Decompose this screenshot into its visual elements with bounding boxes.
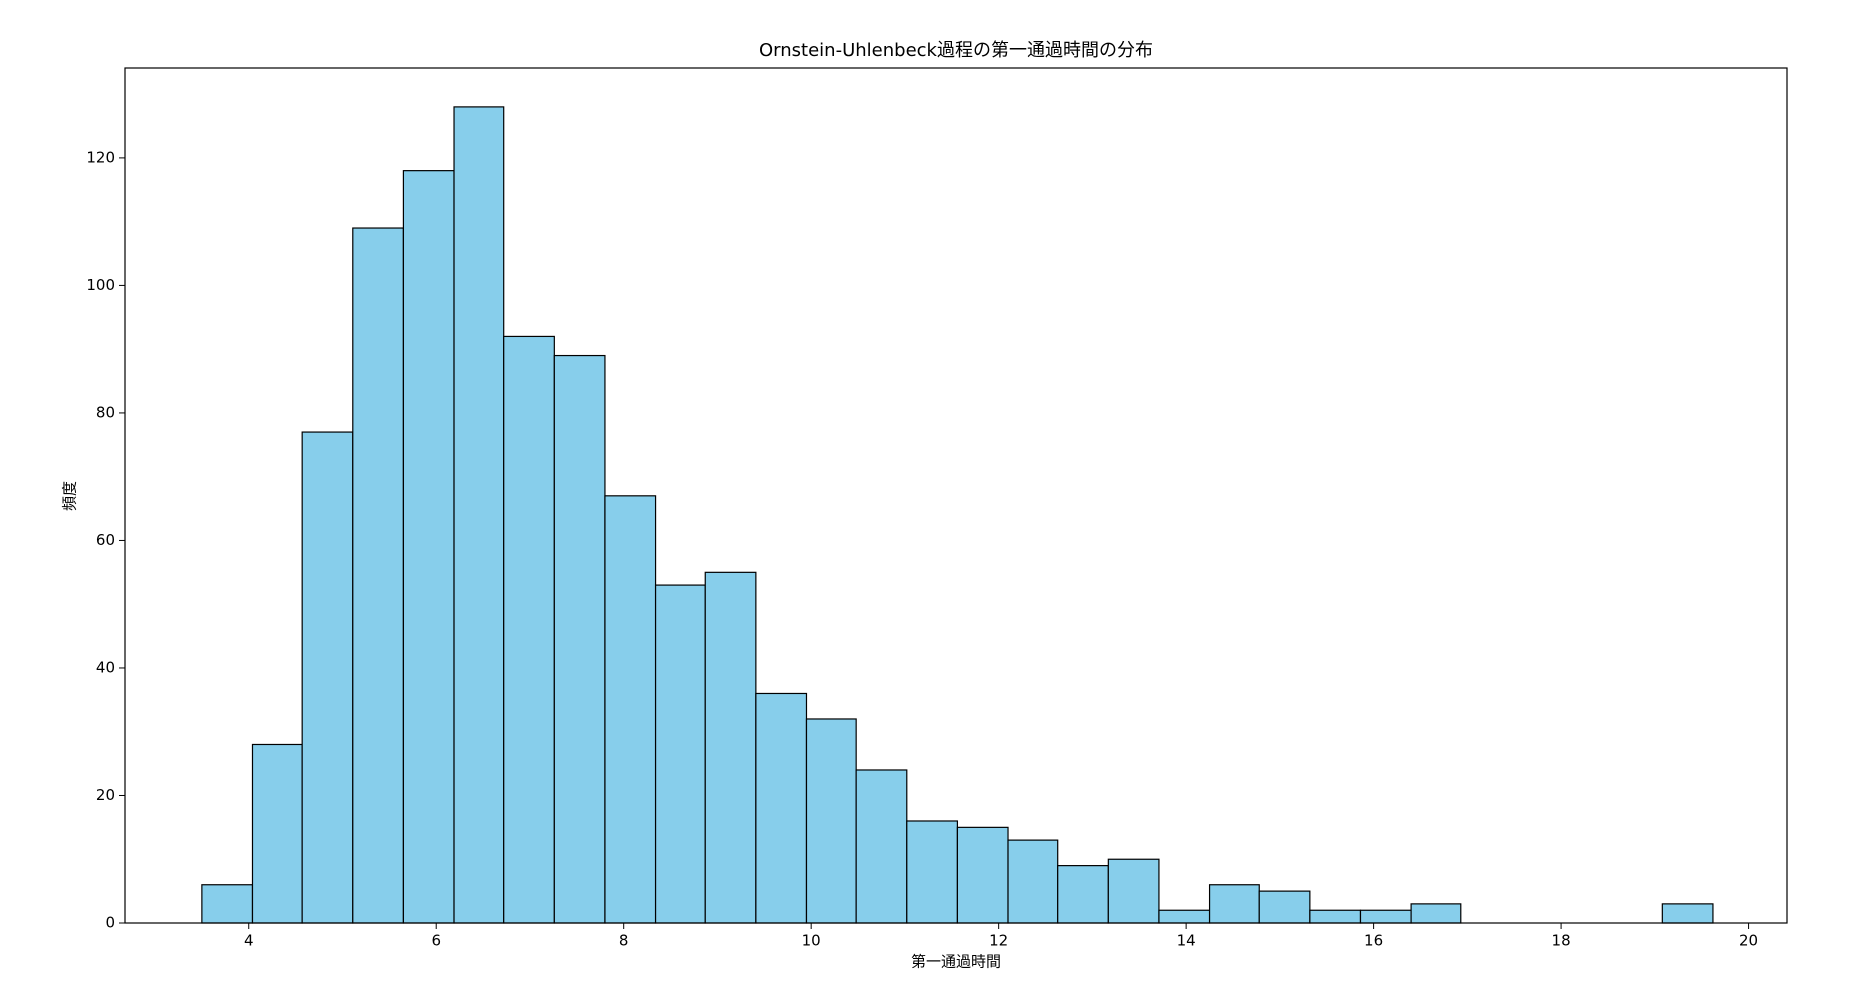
y-tick-label: 20 xyxy=(96,786,115,804)
bar xyxy=(1057,865,1109,924)
bar xyxy=(1208,884,1260,924)
bar xyxy=(402,170,455,924)
y-axis-label: 頻度 xyxy=(61,481,79,511)
x-tick-label: 6 xyxy=(431,932,441,950)
bar xyxy=(604,495,657,924)
bar xyxy=(956,826,1009,924)
bar xyxy=(1309,909,1362,924)
bar xyxy=(1007,839,1059,924)
bar xyxy=(301,431,354,924)
bar xyxy=(1410,903,1462,924)
x-tick-label: 12 xyxy=(989,932,1008,950)
y-tick-label: 100 xyxy=(86,276,115,294)
bar xyxy=(855,769,908,924)
bar xyxy=(1359,909,1412,924)
bar xyxy=(503,335,555,924)
y-tick-label: 60 xyxy=(96,531,115,549)
bar xyxy=(1107,858,1160,924)
x-tick-label: 8 xyxy=(619,932,629,950)
bar xyxy=(1158,909,1211,924)
x-tick-label: 4 xyxy=(244,932,254,950)
bar xyxy=(352,227,405,924)
y-tick-label: 80 xyxy=(96,403,115,421)
bar xyxy=(704,571,757,924)
x-axis-label: 第一通過時間 xyxy=(911,953,1001,971)
chart-title: Ornstein-Uhlenbeck過程の第一通過時間の分布 xyxy=(759,40,1153,61)
bar xyxy=(654,584,706,924)
bar xyxy=(553,354,606,924)
x-tick-label: 16 xyxy=(1364,932,1383,950)
x-tick-label: 10 xyxy=(802,932,821,950)
bar xyxy=(805,718,857,924)
y-tick-label: 40 xyxy=(96,658,115,676)
bar xyxy=(1258,890,1311,924)
x-tick-label: 20 xyxy=(1739,932,1758,950)
bar xyxy=(755,692,808,924)
x-tick-label: 14 xyxy=(1177,932,1196,950)
y-tick-label: 0 xyxy=(105,914,115,932)
y-tick-label: 120 xyxy=(86,148,115,166)
x-tick-label: 18 xyxy=(1552,932,1571,950)
bar xyxy=(1661,903,1714,924)
bar xyxy=(453,106,505,924)
plot-frame xyxy=(124,67,1788,924)
bar xyxy=(201,884,254,924)
bar xyxy=(251,743,303,924)
bar xyxy=(906,820,959,924)
